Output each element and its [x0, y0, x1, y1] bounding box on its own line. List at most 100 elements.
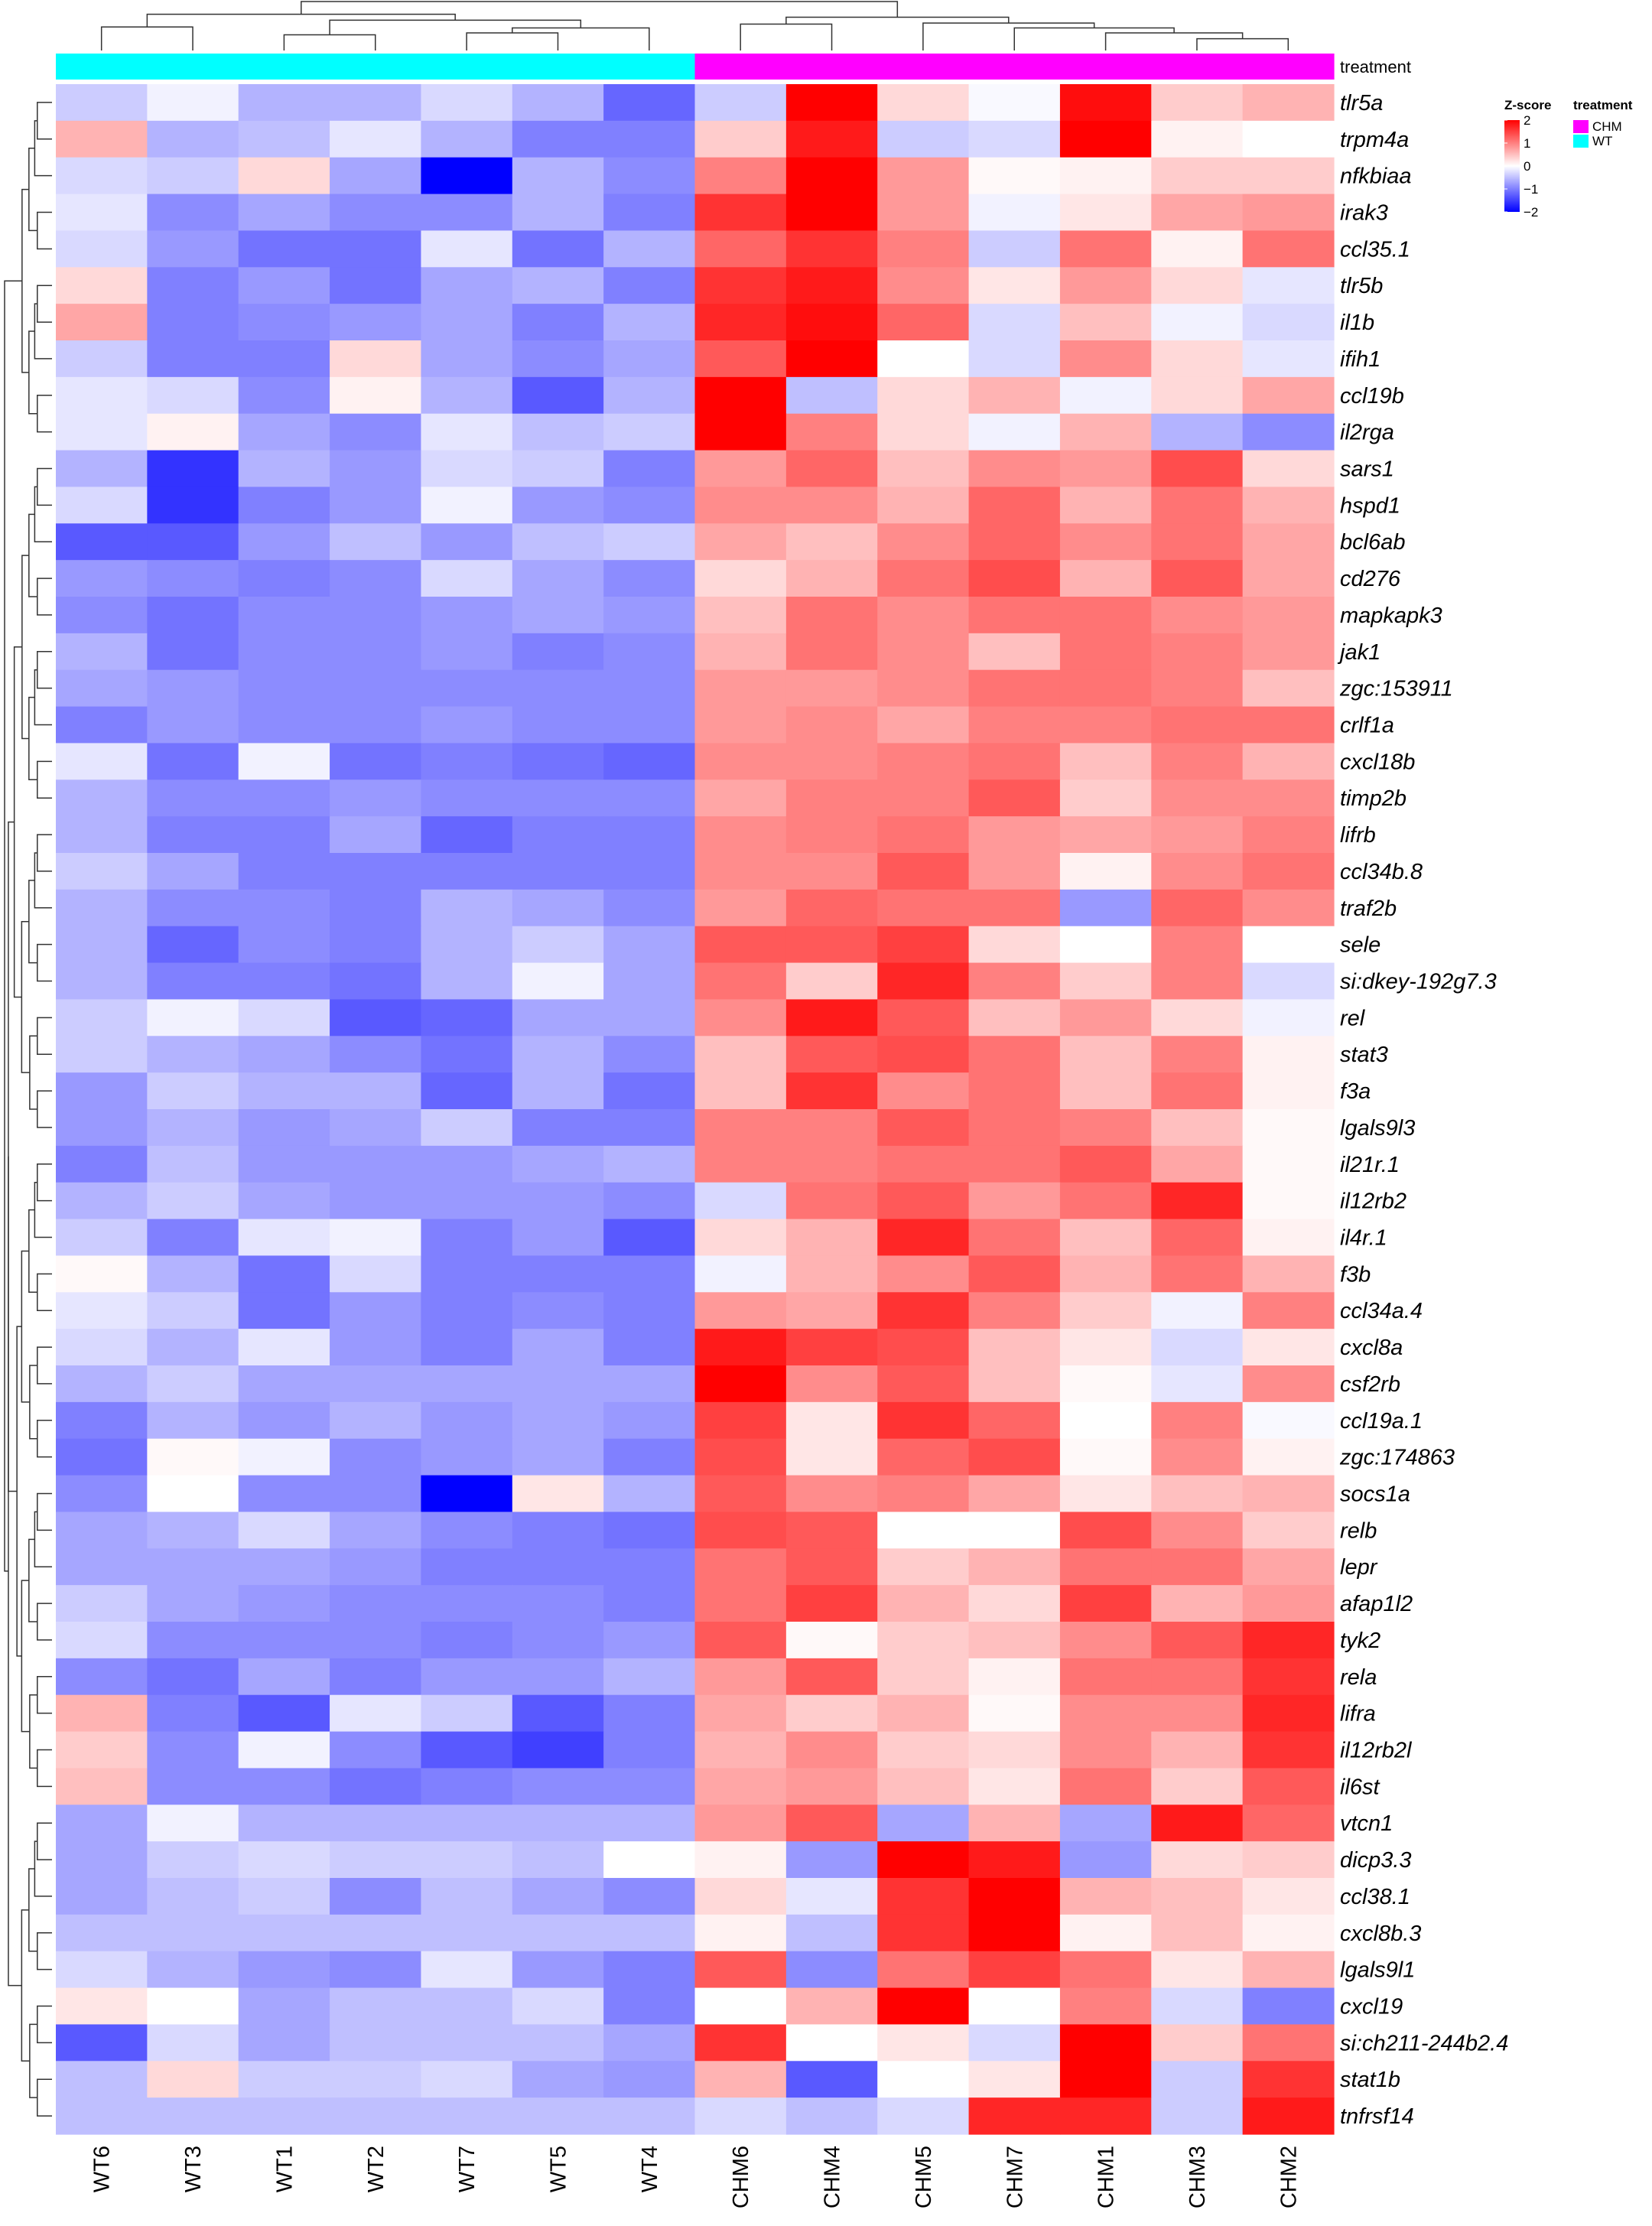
heatmap-cell [56, 1987, 148, 2026]
heatmap-cell [512, 889, 604, 927]
dendrogram-branch [37, 1346, 52, 1385]
heatmap-cell [238, 2024, 330, 2062]
heatmap-cell [785, 1951, 878, 1989]
row-label: tlr5b [1340, 274, 1383, 298]
heatmap-cell [330, 816, 422, 854]
heatmap-cell [968, 1475, 1061, 1513]
heatmap-cell [1151, 889, 1244, 927]
heatmap-cell [603, 84, 696, 122]
heatmap-cell [238, 1951, 330, 1989]
heatmap-cell [56, 743, 148, 780]
row-label: jak1 [1337, 640, 1380, 665]
heatmap-cell [512, 669, 604, 708]
heatmap-cell [968, 1292, 1061, 1329]
heatmap-cell [1242, 1585, 1335, 1622]
row-label: lepr [1340, 1555, 1378, 1580]
row-label: ccl19a.1 [1340, 1409, 1423, 1434]
heatmap-cell [694, 1219, 787, 1257]
annotation-cell [694, 54, 787, 80]
heatmap-cell [512, 1036, 604, 1073]
column-label: CHM3 [1185, 2146, 1210, 2208]
row-label: cxcl8b.3 [1340, 1922, 1421, 1946]
heatmap-cell [147, 1438, 239, 1476]
heatmap-cell [877, 1365, 970, 1403]
heatmap-cell [421, 194, 513, 232]
heatmap-cell [238, 340, 330, 378]
heatmap-cell [1242, 889, 1335, 927]
heatmap-cell [421, 1401, 513, 1440]
heatmap-cell [968, 1878, 1061, 1915]
row-label: si:ch211-244b2.4 [1340, 2031, 1508, 2055]
heatmap-cell [603, 779, 696, 817]
heatmap-cell [603, 157, 696, 195]
heatmap-cell [147, 450, 239, 488]
heatmap-cell [1242, 926, 1335, 964]
heatmap-cell [330, 1109, 422, 1147]
heatmap-cell [421, 1622, 513, 1659]
heatmap-cell [56, 413, 148, 451]
heatmap-cell [1242, 779, 1335, 817]
heatmap-cell [330, 157, 422, 195]
heatmap-cell [877, 523, 970, 561]
heatmap-cell [56, 84, 148, 122]
heatmap-cell [147, 1475, 239, 1513]
heatmap-cell [512, 340, 604, 378]
heatmap-cell [330, 267, 422, 304]
heatmap-cell [330, 1145, 422, 1183]
heatmap-cells [56, 84, 1335, 2135]
heatmap-cell [603, 1585, 696, 1622]
heatmap-cell [1059, 120, 1152, 158]
heatmap-cell [330, 1805, 422, 1842]
heatmap-cell [147, 1731, 239, 1769]
column-labels: WT6 WT3 WT1 WT2 WT7 WT5 WT4 CHM6 CHM4 CHM5 CHM7 CHM… [90, 2146, 1302, 2208]
heatmap-cell [1242, 1219, 1335, 1257]
heatmap-cell [694, 1805, 787, 1842]
heatmap-cell [512, 779, 604, 817]
heatmap-cell [968, 304, 1061, 341]
heatmap-cell [968, 853, 1061, 890]
heatmap-cell [694, 2024, 787, 2062]
heatmap-cell [694, 633, 787, 671]
heatmap-cell [694, 1401, 787, 1440]
heatmap-cell [56, 1182, 148, 1220]
treatment-legend-swatch [1573, 135, 1589, 148]
heatmap-cell [785, 1805, 878, 1842]
heatmap-cell [1242, 1292, 1335, 1329]
heatmap-cell [330, 304, 422, 341]
heatmap-cell [877, 1694, 970, 1733]
heatmap-cell [330, 597, 422, 634]
heatmap-cell [785, 1731, 878, 1769]
heatmap-cell [147, 1182, 239, 1220]
zscore-tick-label: −2 [1524, 205, 1538, 220]
heatmap-cell [147, 706, 239, 744]
heatmap-cell [1151, 1585, 1244, 1622]
heatmap-cell [421, 706, 513, 744]
heatmap-cell [968, 1622, 1061, 1659]
row-label: tlr5a [1340, 91, 1383, 116]
heatmap-cell [421, 2097, 513, 2135]
zscore-tick-label: 1 [1524, 136, 1530, 151]
row-label: ccl35.1 [1340, 237, 1410, 262]
heatmap-cell [877, 1255, 970, 1293]
row-label: ccl34a.4 [1340, 1299, 1423, 1323]
heatmap-cell [147, 2061, 239, 2098]
heatmap-cell [512, 1805, 604, 1842]
heatmap-cell [512, 1292, 604, 1329]
heatmap-cell [1151, 120, 1244, 158]
heatmap-cell [603, 1768, 696, 1805]
heatmap-cell [1059, 1658, 1152, 1696]
row-label: f3b [1340, 1262, 1371, 1287]
dendrogram-branch [28, 513, 37, 597]
heatmap-cell [56, 633, 148, 671]
heatmap-cell [238, 1475, 330, 1513]
heatmap-cell [1059, 889, 1152, 927]
heatmap-cell [603, 1109, 696, 1147]
heatmap-cell [1059, 560, 1152, 597]
heatmap-cell [694, 1255, 787, 1293]
heatmap-cell [147, 523, 239, 561]
heatmap-cell [1242, 230, 1335, 268]
heatmap-cell [421, 560, 513, 597]
dendrogram-branch [37, 467, 52, 506]
heatmap-cell [603, 1841, 696, 1879]
heatmap-cell [512, 1475, 604, 1513]
